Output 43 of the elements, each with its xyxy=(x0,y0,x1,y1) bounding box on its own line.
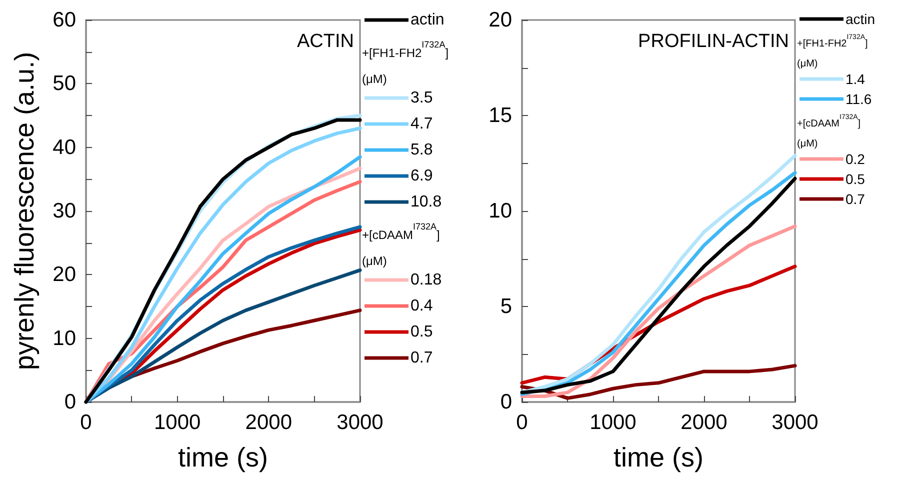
x-tick-label: 1000 xyxy=(590,411,636,434)
line-series xyxy=(520,364,797,400)
y-tick-label: 0 xyxy=(500,390,512,414)
line-series xyxy=(520,224,797,398)
legend-label: 6.9 xyxy=(410,168,433,184)
legend-label: 0.2 xyxy=(846,151,866,167)
x-axis-title: time (s) xyxy=(178,442,268,472)
legend-label: 0.18 xyxy=(410,272,442,288)
legend-label: 0.5 xyxy=(410,324,433,340)
y-tick-label: 10 xyxy=(52,326,76,350)
x-tick-label: 2000 xyxy=(680,411,728,434)
legend-label: 0.7 xyxy=(410,350,433,366)
legend-label: 5.8 xyxy=(410,142,433,158)
legend-label: 0.7 xyxy=(846,191,866,207)
y-tick-label: 50 xyxy=(52,72,76,96)
legend-label: 0.5 xyxy=(846,171,866,187)
y-axis-title: pyrenly fluorescence (a.u.) xyxy=(10,52,40,370)
legend-label: 11.6 xyxy=(846,91,872,107)
x-tick-label: 0 xyxy=(80,411,92,434)
y-tick-label: 30 xyxy=(52,200,76,222)
legend-label: 3.5 xyxy=(410,90,433,106)
y-tick-label: 20 xyxy=(52,263,76,286)
x-tick-label: 3000 xyxy=(336,411,384,434)
text: ACTIN xyxy=(297,31,354,52)
y-tick-label: 5 xyxy=(500,295,512,318)
y-tick-label: 60 xyxy=(52,8,76,32)
legend-label: 4.7 xyxy=(410,116,433,132)
y-tick-label: 15 xyxy=(488,104,512,127)
x-axis-title: time (s) xyxy=(614,442,704,472)
legend-label: actin xyxy=(410,12,444,28)
y-tick-label: 20 xyxy=(488,8,512,32)
legend-label: 1.4 xyxy=(846,71,866,87)
y-tick-label: 10 xyxy=(488,200,512,222)
text: PROFILIN-ACTIN xyxy=(638,31,789,52)
y-tick-label: 0 xyxy=(64,390,76,414)
legend-label: 0.4 xyxy=(410,298,433,314)
x-tick-label: 3000 xyxy=(772,411,818,434)
legend-label: 10.8 xyxy=(410,194,442,210)
legend-label: actin xyxy=(846,11,876,27)
y-tick-label: 40 xyxy=(52,136,76,159)
x-tick-label: 1000 xyxy=(154,411,201,434)
x-tick-label: 2000 xyxy=(245,411,292,434)
x-tick-label: 0 xyxy=(516,411,528,434)
